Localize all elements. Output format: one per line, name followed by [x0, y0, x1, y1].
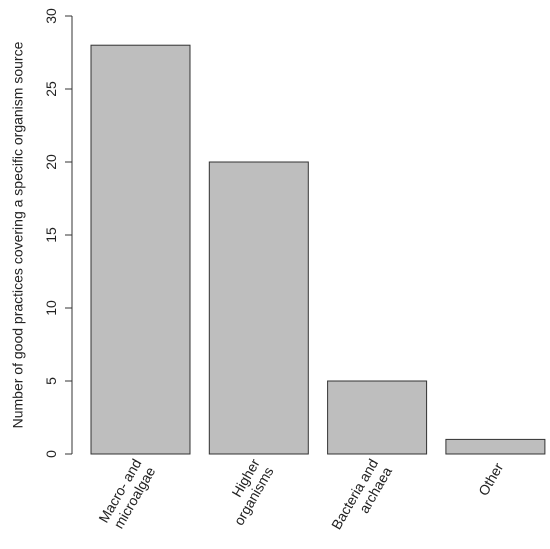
y-tick-label: 0 [43, 450, 59, 458]
bar [445, 438, 546, 455]
y-tick-label: 15 [43, 227, 59, 243]
y-axis-title: Number of good practices covering a spec… [10, 41, 26, 428]
y-tick-label: 30 [43, 8, 59, 24]
y-tick-label: 20 [43, 154, 59, 170]
y-tick-label: 10 [43, 300, 59, 316]
x-tick-label: Other [475, 460, 507, 499]
bar [327, 380, 428, 455]
y-tick-label: 5 [43, 377, 59, 385]
y-tick-label: 25 [43, 81, 59, 97]
bar [90, 44, 191, 455]
bar [208, 161, 309, 455]
x-tick-label-group: Other [475, 460, 507, 499]
